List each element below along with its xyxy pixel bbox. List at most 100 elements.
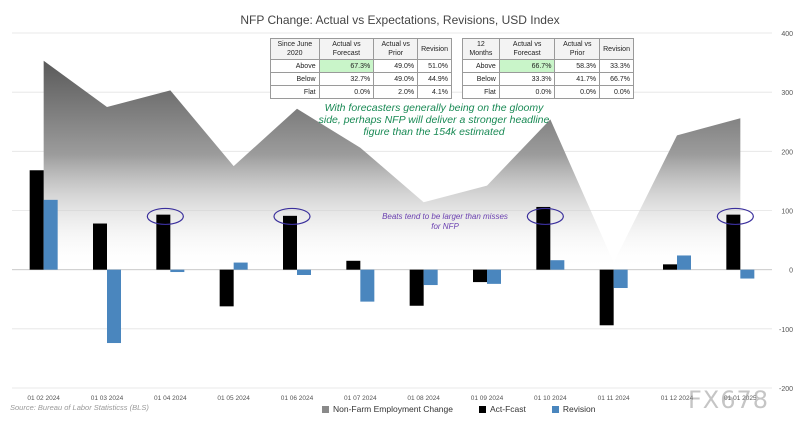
table-header: Actual vs Forecast bbox=[318, 38, 375, 60]
revision-bar bbox=[360, 269, 375, 302]
legend-swatch bbox=[551, 405, 559, 413]
act-fcast-bar bbox=[93, 223, 107, 270]
x-tick-label: 01 10 2024 bbox=[534, 395, 567, 402]
act-fcast-bar bbox=[409, 269, 424, 306]
act-fcast-bar bbox=[473, 269, 487, 283]
nfp-area bbox=[43, 60, 741, 270]
act-fcast-bar bbox=[29, 170, 44, 270]
table-cell: 51.0% bbox=[417, 59, 452, 73]
legend-swatch bbox=[479, 405, 486, 413]
table-cell: 33.3% bbox=[599, 59, 634, 73]
table-cell: 44.9% bbox=[417, 72, 452, 86]
annotation-forecast-note: With forecasters generally being on the … bbox=[318, 102, 550, 138]
legend-label: Non-Farm Employment Change bbox=[333, 404, 453, 414]
revision-bar bbox=[233, 262, 248, 270]
row-label: Above bbox=[270, 59, 320, 73]
table-cell: 0.0% bbox=[498, 85, 556, 99]
x-tick-label: 01 03 2024 bbox=[91, 395, 124, 402]
x-tick-label: 01 11 2024 bbox=[598, 395, 630, 402]
y-tick-label: -100 bbox=[779, 327, 793, 334]
y-tick-label: 300 bbox=[781, 90, 793, 97]
act-fcast-bar bbox=[346, 260, 361, 270]
table-row: Flat 0.0% 0.0% 0.0% bbox=[462, 85, 634, 99]
table-cell: 58.3% bbox=[554, 59, 601, 73]
row-label: Flat bbox=[270, 85, 320, 99]
legend-item-act-fcast: Act-Fcast bbox=[479, 404, 526, 414]
table-cell: 67.3% bbox=[318, 59, 375, 73]
act-fcast-bar bbox=[599, 269, 614, 326]
legend-swatch bbox=[322, 405, 329, 413]
x-tick-label: 01 09 2024 bbox=[471, 395, 504, 402]
y-tick-label: -200 bbox=[779, 386, 793, 393]
y-tick-label: 100 bbox=[781, 209, 793, 216]
table-cell: 0.0% bbox=[318, 85, 375, 99]
table-header: Actual vs Forecast bbox=[498, 38, 556, 60]
table-cell: 2.0% bbox=[373, 85, 419, 99]
x-tick-label: 01 06 2024 bbox=[281, 395, 314, 402]
table-cell: 33.3% bbox=[498, 72, 556, 86]
revision-bar bbox=[740, 269, 755, 279]
stats-table-12-months: 12 Months Actual vs Forecast Actual vs P… bbox=[462, 38, 634, 99]
table-row: Below 33.3% 41.7% 66.7% bbox=[462, 72, 634, 86]
row-label: Flat bbox=[462, 85, 500, 99]
revision-bar bbox=[677, 255, 691, 270]
table-header: Actual vs Prior bbox=[554, 38, 601, 60]
table-cell: 0.0% bbox=[599, 85, 634, 99]
x-tick-label: 01 05 2024 bbox=[217, 395, 250, 402]
table-row: Above 67.3% 49.0% 51.0% bbox=[270, 59, 452, 73]
legend-item-revision: Revision bbox=[551, 404, 596, 414]
table-header: Revision bbox=[417, 38, 452, 60]
revision-bar bbox=[423, 269, 438, 286]
table-header: Since June 2020 bbox=[270, 38, 320, 60]
act-fcast-bar bbox=[536, 206, 551, 270]
x-tick-label: 01 07 2024 bbox=[344, 395, 377, 402]
table-cell: 32.7% bbox=[318, 72, 375, 86]
table-header: Revision bbox=[599, 38, 634, 60]
highlight-ellipse bbox=[716, 207, 754, 226]
act-fcast-bar bbox=[156, 214, 171, 270]
highlight-ellipse bbox=[273, 207, 311, 226]
revision-bar bbox=[107, 269, 121, 344]
x-tick-label: 01 01 2025 bbox=[724, 395, 757, 402]
table-header: Actual vs Prior bbox=[373, 38, 419, 60]
table-cell: 49.0% bbox=[373, 72, 419, 86]
table-cell: 4.1% bbox=[417, 85, 452, 99]
y-tick-label: 400 bbox=[781, 31, 793, 38]
x-tick-label: 01 04 2024 bbox=[154, 395, 187, 402]
legend-label: Act-Fcast bbox=[490, 404, 526, 414]
annotation-beats-note: Beats tend to be larger than misses for … bbox=[382, 212, 508, 231]
highlight-ellipse bbox=[526, 207, 564, 226]
legend-label: Revision bbox=[562, 404, 596, 414]
row-label: Above bbox=[462, 59, 500, 73]
source-note: Source: Bureau of Labor Statisticss (BLS… bbox=[10, 403, 149, 412]
y-tick-label: 0 bbox=[789, 268, 793, 275]
table-cell: 66.7% bbox=[498, 59, 556, 73]
act-fcast-bar bbox=[219, 269, 234, 307]
table-row: Above 66.7% 58.3% 33.3% bbox=[462, 59, 634, 73]
table-row: Flat 0.0% 2.0% 4.1% bbox=[270, 85, 452, 99]
act-fcast-bar bbox=[283, 215, 297, 270]
row-label: Below bbox=[462, 72, 500, 86]
table-cell: 49.0% bbox=[373, 59, 419, 73]
table-header: 12 Months bbox=[462, 38, 500, 60]
x-tick-label: 01 12 2024 bbox=[661, 395, 694, 402]
revision-bar bbox=[170, 269, 185, 273]
y-tick-label: 200 bbox=[781, 149, 793, 156]
act-fcast-bar bbox=[726, 214, 741, 270]
table-row: Below 32.7% 49.0% 44.9% bbox=[270, 72, 452, 86]
revision-bar bbox=[43, 199, 58, 270]
act-fcast-bar bbox=[663, 264, 677, 270]
revision-bar bbox=[613, 269, 628, 289]
highlight-ellipse bbox=[146, 207, 184, 226]
x-tick-label: 01 08 2024 bbox=[407, 395, 440, 402]
legend-item-nfp: Non-Farm Employment Change bbox=[322, 404, 453, 414]
x-tick-label: 01 02 2024 bbox=[27, 395, 60, 402]
row-label: Below bbox=[270, 72, 320, 86]
legend: Non-Farm Employment Change Act-Fcast Rev… bbox=[322, 404, 596, 414]
revision-bar bbox=[297, 269, 311, 275]
table-cell: 66.7% bbox=[599, 72, 634, 86]
stats-table-since-june-2020: Since June 2020 Actual vs Forecast Actua… bbox=[270, 38, 452, 99]
table-cell: 41.7% bbox=[554, 72, 601, 86]
revision-bar bbox=[487, 269, 501, 284]
